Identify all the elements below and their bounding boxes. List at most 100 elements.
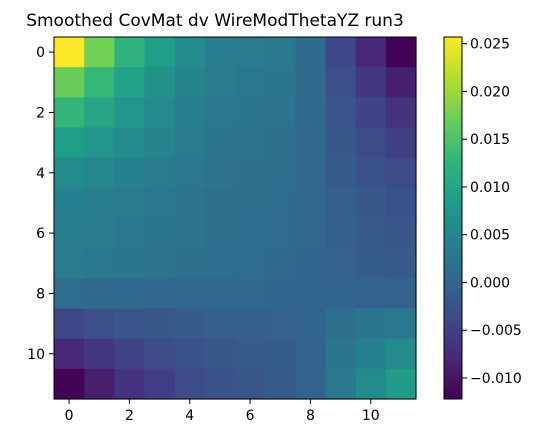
heatmap-cell — [325, 278, 357, 310]
x-tick-label: 6 — [246, 408, 255, 424]
heatmap-cell — [84, 338, 115, 370]
heatmap-cell — [385, 308, 417, 340]
heatmap-cell — [204, 157, 236, 189]
heatmap-cell — [325, 37, 357, 68]
heatmap-cell — [325, 67, 357, 98]
heatmap-cell — [114, 37, 146, 68]
heatmap-cell — [295, 67, 327, 98]
y-tick-label: 8 — [36, 286, 45, 302]
heatmap-cell — [235, 278, 266, 310]
heatmap-cell — [325, 187, 357, 219]
y-tick-label: 10 — [27, 347, 45, 363]
heatmap-cell — [54, 218, 85, 249]
colorbar-gradient — [444, 37, 462, 399]
heatmap-cell — [235, 187, 266, 219]
heatmap-cell — [265, 278, 296, 310]
heatmap-cell — [54, 67, 85, 98]
heatmap-cell — [114, 248, 146, 279]
heatmap-cell — [174, 338, 206, 370]
heatmap-cell — [84, 37, 115, 68]
heatmap-cell — [295, 37, 327, 68]
heatmap-cell — [265, 37, 296, 68]
heatmap-cell — [174, 368, 206, 400]
heatmap-cell — [144, 248, 176, 279]
x-tick-label: 8 — [306, 408, 315, 424]
heatmap-cell — [295, 248, 327, 279]
heatmap-cell — [265, 157, 296, 189]
heatmap-cell — [54, 187, 85, 219]
heatmap-cell — [385, 187, 417, 219]
heatmap-cell — [385, 338, 417, 370]
heatmap-cell — [174, 157, 206, 189]
heatmap-cell — [84, 308, 115, 340]
heatmap-cell — [144, 368, 176, 400]
heatmap-cell — [174, 308, 206, 340]
heatmap-cell — [114, 308, 146, 340]
heatmap-cell — [204, 187, 236, 219]
heatmap-cells — [54, 37, 417, 400]
heatmap-cell — [144, 127, 176, 159]
heatmap-cell — [265, 248, 296, 279]
heatmap-cell — [114, 97, 146, 129]
heatmap-cell — [265, 338, 296, 370]
colorbar-tick-label: −0.010 — [470, 371, 522, 387]
colorbar-tick-label: 0.020 — [470, 84, 510, 100]
heatmap-cell — [54, 308, 85, 340]
heatmap-cell — [54, 248, 85, 279]
heatmap-cell — [325, 157, 357, 189]
heatmap-cell — [265, 308, 296, 340]
heatmap-cell — [144, 308, 176, 340]
heatmap-cell — [325, 308, 357, 340]
heatmap-cell — [235, 218, 266, 249]
heatmap-cell — [355, 187, 387, 219]
colorbar-tick-label: 0.015 — [470, 132, 510, 148]
heatmap-cell — [235, 368, 266, 400]
heatmap-cell — [84, 368, 115, 400]
heatmap-cell — [54, 127, 85, 159]
heatmap-cell — [355, 157, 387, 189]
heatmap-cell — [295, 218, 327, 249]
heatmap-cell — [325, 248, 357, 279]
heatmap-cell — [114, 187, 146, 219]
heatmap-cell — [235, 67, 266, 98]
plot-frame — [53, 36, 417, 400]
heatmap-cell — [144, 97, 176, 129]
heatmap-cell — [174, 278, 206, 310]
heatmap-cell — [235, 127, 266, 159]
colorbar: −0.010 −0.005 0.000 0.005 0.010 0.015 0.020 0.0… — [443, 36, 522, 400]
heatmap-cell — [204, 67, 236, 98]
heatmap-cell — [355, 338, 387, 370]
heatmap-cell — [114, 368, 146, 400]
chart-title: Smoothed CovMat dv WireModThetaYZ run3 — [26, 11, 404, 31]
y-tick-label: 2 — [36, 105, 45, 121]
y-axis: 0 2 4 6 8 10 — [27, 45, 54, 363]
heatmap-cell — [265, 368, 296, 400]
heatmap-cell — [204, 308, 236, 340]
heatmap-cell — [114, 127, 146, 159]
heatmap-cell — [144, 67, 176, 98]
heatmap-cell — [144, 278, 176, 310]
heatmap-cell — [325, 218, 357, 249]
colorbar-tick-label: 0.000 — [470, 275, 510, 291]
heatmap-cell — [114, 157, 146, 189]
heatmap-cell — [385, 97, 417, 129]
heatmap-cell — [385, 278, 417, 310]
heatmap-cell — [355, 308, 387, 340]
heatmap-cell — [144, 218, 176, 249]
heatmap-cell — [385, 368, 417, 400]
heatmap-cell — [235, 308, 266, 340]
y-tick-label: 4 — [36, 166, 45, 182]
heatmap-cell — [84, 278, 115, 310]
heatmap-cell — [204, 248, 236, 279]
heatmap-cell — [355, 127, 387, 159]
heatmap-cell — [84, 248, 115, 279]
heatmap-cell — [355, 97, 387, 129]
heatmap-cell — [84, 218, 115, 249]
heatmap-cell — [355, 218, 387, 249]
colorbar-tick-label: −0.005 — [470, 323, 522, 339]
heatmap-cell — [114, 67, 146, 98]
heatmap-cell — [355, 278, 387, 310]
heatmap-cell — [174, 97, 206, 129]
heatmap-cell — [355, 37, 387, 68]
heatmap-cell — [265, 187, 296, 219]
